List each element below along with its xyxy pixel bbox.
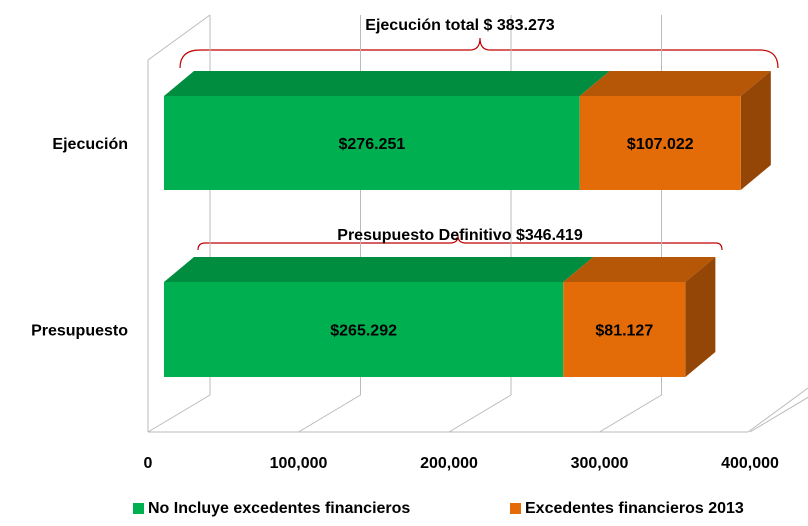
value-label: $107.022 [627, 136, 694, 153]
bar-top [164, 71, 610, 96]
legend-label: Excedentes financieros 2013 [525, 500, 744, 517]
value-label: $81.127 [595, 323, 653, 340]
brace [179, 37, 779, 69]
x-tick-label: 300,000 [571, 455, 629, 472]
grid-line [749, 396, 808, 433]
bar-top [164, 257, 594, 282]
brace [197, 235, 723, 251]
legend-label: No Incluye excedentes financieros [148, 500, 410, 517]
bar [164, 96, 580, 190]
bar-side [685, 257, 716, 377]
bar [563, 282, 686, 377]
left-wall-top [147, 14, 211, 61]
x-tick-label: 400,000 [721, 455, 779, 472]
x-tick-label: 0 [144, 455, 153, 472]
bar-top [563, 257, 716, 282]
x-tick-label: 200,000 [420, 455, 478, 472]
x-tick-label: 100,000 [270, 455, 328, 472]
bar-top [579, 71, 771, 96]
legend-swatch [133, 503, 144, 514]
annotation: Ejecución total $ 383.273 [365, 17, 555, 34]
value-label: $276.251 [339, 136, 406, 153]
floor-right [747, 387, 808, 433]
bar-side [740, 71, 771, 190]
legend-swatch [510, 503, 521, 514]
y-tick-label: Presupuesto [31, 323, 128, 340]
bar [579, 96, 741, 190]
annotation: Presupuesto Definitivo $346.419 [337, 227, 583, 244]
bar [164, 282, 564, 377]
y-tick-label: Ejecución [52, 136, 128, 153]
value-label: $265.292 [330, 323, 397, 340]
